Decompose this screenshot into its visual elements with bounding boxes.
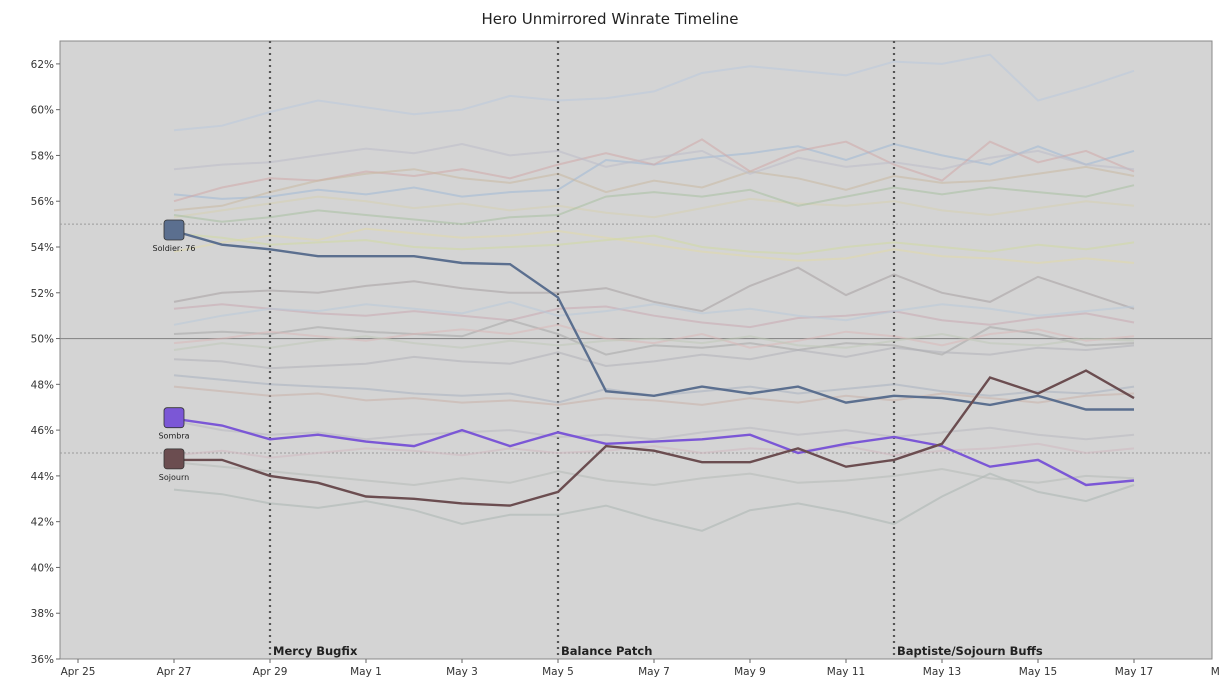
event-label: Baptiste/Sojourn Buffs [897, 644, 1043, 658]
x-axis: Apr 25 Apr 27 Apr 29 May 1 May 3 May 5 May 7 Ma… [61, 659, 1220, 678]
y-tick-label: 52% [31, 288, 54, 300]
hero-markers: Soldier: 76 Sombra Sojourn [153, 219, 196, 482]
background-series-line [173, 323, 1135, 349]
highlight-series-group [173, 229, 1135, 507]
background-series-line [173, 303, 1135, 329]
y-tick-label: 46% [31, 425, 54, 437]
hero-portrait-icon [163, 219, 185, 241]
background-series-line [173, 385, 1135, 406]
background-series-line [173, 142, 1135, 175]
x-tick-label: May 13 [923, 666, 961, 678]
background-series-group [173, 53, 1135, 532]
y-tick-label: 50% [31, 334, 54, 346]
background-series-line [173, 300, 1135, 326]
x-tick-label: May 3 [446, 666, 478, 678]
hero-name-label: Sojourn [159, 473, 189, 482]
x-tick-label: May 11 [827, 666, 865, 678]
highlight-series-line [174, 369, 1135, 507]
highlight-series-line [173, 417, 1135, 487]
hero-portrait-icon [163, 448, 185, 470]
background-series-line [173, 232, 1135, 255]
background-series-line [173, 165, 1135, 212]
background-series-line [173, 472, 1135, 532]
chart-title: Hero Unmirrored Winrate Timeline [481, 10, 739, 28]
y-tick-label: 60% [31, 105, 54, 117]
event-label: Mercy Bugfix [273, 644, 358, 658]
background-series-line [173, 319, 1135, 356]
x-tick-label: Apr 27 [157, 666, 192, 678]
y-tick-label: 62% [31, 59, 54, 71]
x-tick-label: May 1 [350, 666, 382, 678]
highlight-series-line [173, 229, 1134, 411]
y-tick-label: 54% [31, 242, 54, 254]
y-tick-label: 38% [31, 608, 54, 620]
x-tick-label: May 15 [1019, 666, 1057, 678]
event-label: Balance Patch [561, 644, 652, 658]
hero-name-label: Soldier: 76 [153, 244, 196, 253]
x-tick-label: Apr 29 [253, 666, 288, 678]
x-tick-label: Apr 25 [61, 666, 96, 678]
y-tick-label: 58% [31, 150, 54, 162]
background-series-line [173, 195, 1135, 219]
y-tick-label: 36% [31, 654, 54, 666]
y-tick-label: 48% [31, 379, 54, 391]
y-tick-label: 40% [31, 562, 54, 574]
background-series-line [173, 184, 1135, 226]
x-tick-label: May 17 [1115, 666, 1153, 678]
background-series-line [173, 442, 1135, 459]
y-tick-label: 56% [31, 196, 54, 208]
background-series-line [173, 461, 1135, 487]
y-tick-label: 44% [31, 471, 54, 483]
hero-name-label: Sombra [158, 432, 189, 441]
x-tick-label: May 5 [542, 666, 574, 678]
x-tick-label: May 9 [734, 666, 766, 678]
background-series-line [173, 420, 1135, 441]
x-tick-label: May 19 [1211, 666, 1220, 678]
x-tick-label: May 7 [638, 666, 670, 678]
background-series-line [173, 344, 1135, 370]
background-series-line [173, 227, 1135, 265]
background-series-line [173, 53, 1135, 132]
y-tick-label: 42% [31, 517, 54, 529]
plot-area [59, 40, 1213, 660]
y-axis: 36% 38% 40% 42% 44% 46% 48% 50% 52% 54% 56% 58% 60% 6… [31, 59, 60, 666]
background-series-line [173, 266, 1135, 313]
hero-portrait-icon [163, 407, 185, 429]
background-series-line [173, 332, 1135, 351]
